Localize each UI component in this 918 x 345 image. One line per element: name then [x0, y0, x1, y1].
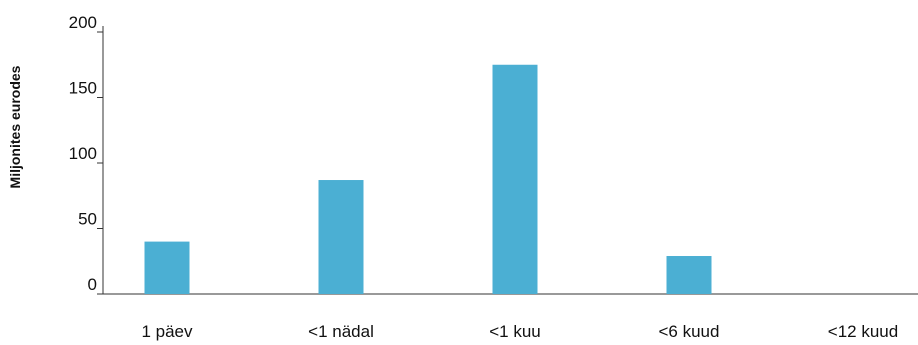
bar-2: [492, 64, 538, 294]
y-tick-label: 0: [88, 275, 97, 294]
y-axis-label: Miljonites eurodes: [7, 65, 23, 188]
x-category-label: <1 nädal: [308, 322, 374, 341]
x-category-label: 1 päev: [141, 322, 193, 341]
y-axis: 0 50 100 150 200: [69, 13, 104, 295]
x-category-label: <12 kuud: [828, 322, 898, 341]
y-tick-label: 150: [69, 79, 97, 98]
x-category-label: <1 kuu: [489, 322, 541, 341]
bars: [144, 64, 712, 294]
bar-0: [144, 241, 190, 294]
category-labels: 1 päev <1 nädal <1 kuu <6 kuud <12 kuud: [141, 322, 898, 341]
y-tick-label: 200: [69, 13, 97, 32]
y-tick-label: 50: [78, 210, 97, 229]
x-category-label: <6 kuud: [659, 322, 720, 341]
bar-3: [666, 256, 712, 294]
bar-1: [318, 180, 364, 294]
y-tick-label: 100: [69, 144, 97, 163]
